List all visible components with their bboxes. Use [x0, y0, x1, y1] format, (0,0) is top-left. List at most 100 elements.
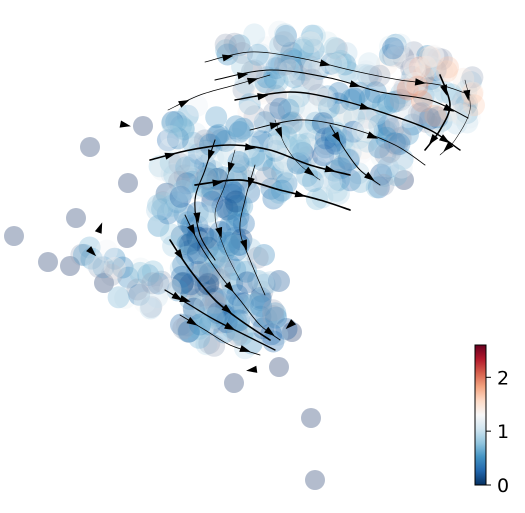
- cell-point: [255, 307, 278, 330]
- velocity-arrowhead: [86, 246, 97, 257]
- cell-point: [242, 293, 265, 316]
- cell-point: [182, 297, 205, 320]
- cell-point: [179, 166, 202, 189]
- cell-point: [382, 44, 404, 67]
- cell-point: [262, 101, 285, 124]
- cell-point: [281, 111, 304, 134]
- cell-point: [298, 55, 321, 78]
- colorbar-ticks: 0 1 2: [486, 367, 509, 497]
- cell-point: [196, 206, 218, 229]
- cell-point: [400, 57, 423, 80]
- cell-point: [267, 129, 290, 152]
- cell-point: [173, 202, 196, 225]
- colorbar-gradient: [474, 344, 487, 486]
- cell-point: [188, 326, 211, 349]
- velocity-arrowhead: [439, 134, 450, 144]
- cell-point: [262, 187, 285, 210]
- cell-point: [358, 52, 380, 75]
- cell-point: [390, 156, 413, 179]
- cell-point: [357, 64, 379, 87]
- cell-point: [246, 43, 269, 66]
- cell-point: [178, 239, 201, 262]
- cell-point: [292, 36, 315, 59]
- cell-point: [200, 184, 223, 206]
- cell-point: [268, 20, 291, 43]
- cell-point: [330, 105, 353, 128]
- cell-point: [255, 50, 278, 73]
- cell-point: [224, 258, 247, 281]
- cell-point: [175, 156, 198, 179]
- cell-point: [173, 164, 196, 187]
- cell-point: [342, 120, 365, 143]
- cell-point: [364, 81, 387, 104]
- cell-point: [355, 60, 378, 83]
- cell-point: [255, 166, 277, 189]
- velocity-streamline: [194, 179, 351, 211]
- cell-point: [197, 236, 219, 259]
- cell-point: [66, 208, 86, 228]
- cell-point: [252, 271, 275, 294]
- cell-point: [385, 133, 408, 156]
- cell-point: [399, 71, 421, 94]
- velocity-arrowhead: [240, 239, 247, 251]
- cell-point: [172, 253, 195, 276]
- cell-point: [171, 179, 194, 202]
- cell-point: [216, 231, 239, 254]
- cell-point: [247, 269, 270, 292]
- cell-point: [78, 236, 101, 259]
- velocity-arrowhead: [359, 102, 371, 110]
- cell-point: [289, 139, 312, 162]
- cell-point: [321, 126, 343, 148]
- cell-point: [195, 333, 218, 356]
- cell-point: [325, 38, 348, 60]
- cell-point: [352, 100, 375, 123]
- cell-point: [189, 231, 212, 254]
- velocity-arrowhead: [227, 161, 235, 174]
- cell-point: [168, 170, 191, 193]
- velocity-arrowhead: [94, 222, 103, 234]
- cell-point: [175, 245, 198, 268]
- cell-point: [262, 299, 285, 322]
- cell-point: [323, 36, 346, 59]
- cell-point: [203, 334, 226, 357]
- cell-point: [186, 260, 209, 283]
- cell-point: [220, 167, 243, 190]
- cell-point: [117, 228, 137, 248]
- velocity-arrowhead: [443, 103, 455, 112]
- velocity-arrowhead: [171, 291, 183, 301]
- cell-point: [111, 256, 134, 279]
- cell-point: [141, 272, 164, 295]
- cell-point: [236, 271, 259, 294]
- cell-point: [298, 45, 320, 68]
- cell-point: [178, 320, 201, 343]
- cell-point: [461, 66, 484, 89]
- cell-point: [292, 38, 315, 61]
- cell-point: [250, 43, 273, 66]
- cell-point: [228, 121, 251, 143]
- cell-point: [206, 167, 229, 190]
- cell-point: [302, 38, 325, 61]
- cell-point: [178, 275, 200, 298]
- cell-point: [315, 140, 337, 163]
- cell-point: [137, 264, 160, 287]
- cell-point: [370, 163, 392, 186]
- cell-point: [141, 260, 164, 283]
- cell-point: [186, 94, 208, 117]
- cell-point: [392, 75, 415, 97]
- colorbar-tick-label: 2: [497, 367, 509, 389]
- cell-point: [189, 265, 212, 287]
- cell-point: [422, 44, 445, 67]
- cell-point: [225, 213, 248, 236]
- cell-point: [170, 225, 193, 248]
- cell-point: [107, 286, 130, 309]
- cell-point: [266, 70, 289, 93]
- cell-point: [323, 171, 346, 194]
- cell-point: [147, 272, 170, 295]
- cell-point: [224, 190, 247, 213]
- cell-point: [325, 121, 347, 144]
- cell-point: [117, 266, 140, 289]
- cell-point: [237, 100, 260, 123]
- cell-point: [296, 164, 319, 187]
- velocity-arrowhead: [304, 166, 315, 177]
- cell-point: [402, 41, 425, 64]
